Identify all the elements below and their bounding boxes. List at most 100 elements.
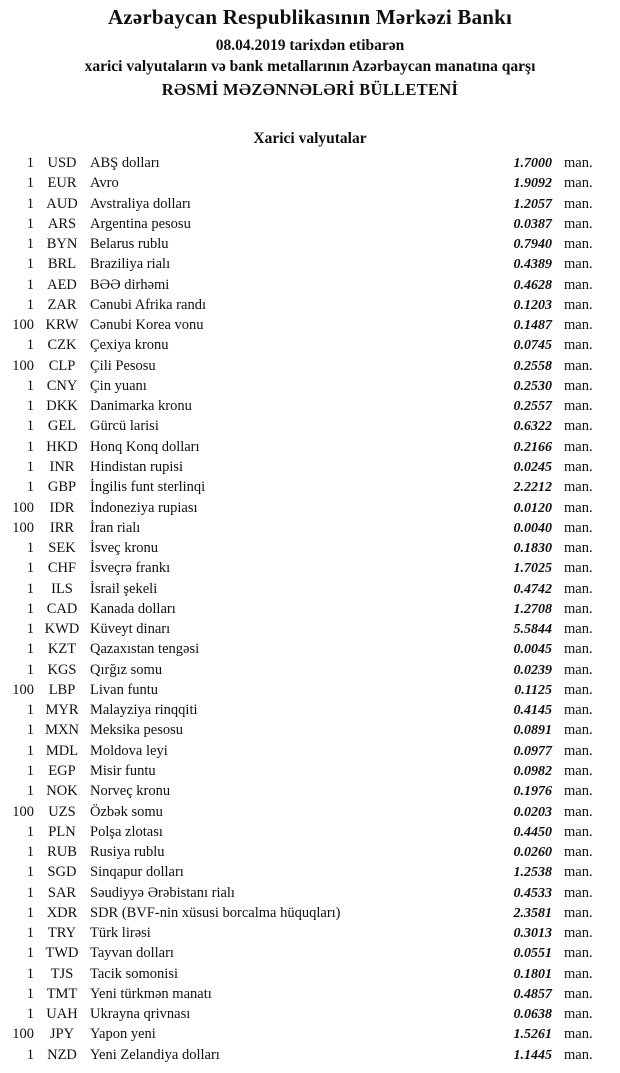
table-row: 1 CAD Kanada dolları 1.2708 man. [0,599,620,619]
currency-name-cell: Misir funtu [90,762,156,779]
table-row: 1 EGP Misir funtu 0.0982 man. [0,761,620,781]
currency-name-cell: Braziliya rialı [90,256,171,273]
currency-name-cell: İsrail şekeli [90,580,158,597]
currency-code-cell: DKK [46,398,78,415]
table-row: 1 SAR Səudiyyə Ərəbistanı rialı 0.4533 m… [0,883,620,903]
unit-cell: man. [564,357,593,374]
currency-code-cell: SEK [48,540,76,557]
currency-name-cell: Honq Konq dolları [90,438,200,455]
quantity-cell: 1 [26,925,34,942]
currency-code-cell: SAR [47,884,77,901]
quantity-cell: 1 [26,418,34,435]
currency-code-cell: ZAR [47,296,77,313]
unit-cell: man. [564,965,593,982]
quantity-cell: 1 [26,256,34,273]
currency-code-cell: BYN [46,236,78,253]
rate-value-cell: 1.9092 [513,176,553,192]
currency-code-cell: INR [49,458,75,475]
currency-name-cell: Danimarka kronu [90,398,192,415]
table-row: 100 IRR İran rialı 0.0040 man. [0,518,620,538]
unit-cell: man. [564,1046,593,1063]
table-row: 1 ZAR Cənubi Afrika randı 0.1203 man. [0,295,620,315]
quantity-cell: 100 [12,1026,34,1043]
quantity-cell: 1 [26,965,34,982]
currency-name-cell: Ukrayna qrivnası [90,1006,191,1023]
unit-cell: man. [564,256,593,273]
unit-cell: man. [564,621,593,638]
table-row: 1 RUB Rusiya rublu 0.0260 man. [0,842,620,862]
currency-name-cell: Cənubi Korea vonu [90,317,204,334]
table-row: 1 ARS Argentina pesosu 0.0387 man. [0,214,620,234]
rate-value-cell: 0.0260 [513,845,553,861]
currency-name-cell: Argentina pesosu [90,215,191,232]
currency-name-cell: Özbək somu [90,803,163,820]
table-row: 100 KRW Cənubi Korea vonu 0.1487 man. [0,315,620,335]
rate-value-cell: 0.4389 [513,257,553,273]
currency-name-cell: Cənubi Afrika randı [90,296,206,313]
currency-name-cell: Polşa zlotası [90,823,163,840]
table-row: 1 TMT Yeni türkmən manatı 0.4857 man. [0,984,620,1004]
rate-value-cell: 0.3013 [513,926,553,942]
table-row: 100 UZS Özbək somu 0.0203 man. [0,802,620,822]
table-row: 1 AED BƏƏ dirhəmi 0.4628 man. [0,275,620,295]
currency-code-cell: JPY [49,1026,75,1043]
unit-cell: man. [564,783,593,800]
currency-name-cell: Avstraliya dolları [90,195,191,212]
currency-name-cell: Tacik somonisi [90,965,178,982]
currency-name-cell: İsveç kronu [90,540,159,557]
rate-value-cell: 1.1445 [513,1047,553,1063]
currency-code-cell: AED [47,276,77,293]
currency-code-cell: TMT [46,985,78,1002]
quantity-cell: 1 [26,479,34,496]
quantity-cell: 1 [26,438,34,455]
currency-name-cell: Kanada dolları [90,600,176,617]
table-row: 1 INR Hindistan rupisi 0.0245 man. [0,457,620,477]
rate-value-cell: 0.1125 [514,682,552,698]
quantity-cell: 100 [12,681,34,698]
currency-code-cell: TWD [45,945,79,962]
quantity-cell: 1 [26,215,34,232]
table-row: 1 NOK Norveç kronu 0.1976 man. [0,781,620,801]
rate-value-cell: 0.4145 [513,703,553,719]
currency-name-cell: Malayziya rinqqiti [90,702,198,719]
unit-cell: man. [564,762,593,779]
table-row: 1 CNY Çin yuanı 0.2530 man. [0,376,620,396]
unit-cell: man. [564,175,593,192]
unit-cell: man. [564,600,593,617]
currency-code-cell: PLN [48,823,76,840]
quantity-cell: 100 [12,317,34,334]
currency-name-cell: Qazaxıstan tengəsi [90,641,200,658]
currency-code-cell: UZS [48,803,76,820]
currency-code-cell: MYR [45,702,79,719]
table-row: 100 IDR İndoneziya rupiası 0.0120 man. [0,498,620,518]
table-row: 100 CLP Çili Pesosu 0.2558 man. [0,356,620,376]
rate-value-cell: 0.2530 [513,378,553,394]
table-row: 1 KZT Qazaxıstan tengəsi 0.0045 man. [0,639,620,659]
currency-name-cell: Küveyt dinarı [90,621,171,638]
unit-cell: man. [564,418,593,435]
currency-code-cell: HKD [46,438,78,455]
currency-name-cell: Meksika pesosu [90,722,184,739]
unit-cell: man. [564,580,593,597]
quantity-cell: 1 [26,864,34,881]
currency-name-cell: İran rialı [90,519,141,536]
unit-cell: man. [564,438,593,455]
bank-title: Azərbaycan Respublikasının Mərkəzi Bankı [107,5,513,29]
unit-cell: man. [564,661,593,678]
currency-code-cell: IDR [49,499,75,516]
currency-code-cell: CAD [46,600,78,617]
currency-name-cell: İndoneziya rupiası [90,499,198,516]
rate-value-cell: 0.1830 [513,541,553,557]
quantity-cell: 1 [26,458,34,475]
quantity-cell: 100 [12,357,34,374]
rate-value-cell: 0.0120 [513,500,553,516]
currency-name-cell: Qırğız somu [90,661,163,678]
currency-code-cell: CZK [47,337,77,354]
currency-code-cell: UAH [46,1006,78,1023]
table-row: 1 HKD Honq Konq dolları 0.2166 man. [0,437,620,457]
rate-value-cell: 0.6322 [513,419,553,435]
unit-cell: man. [564,458,593,475]
currency-name-cell: Rusiya rublu [90,844,165,861]
currency-code-cell: SGD [47,864,77,881]
